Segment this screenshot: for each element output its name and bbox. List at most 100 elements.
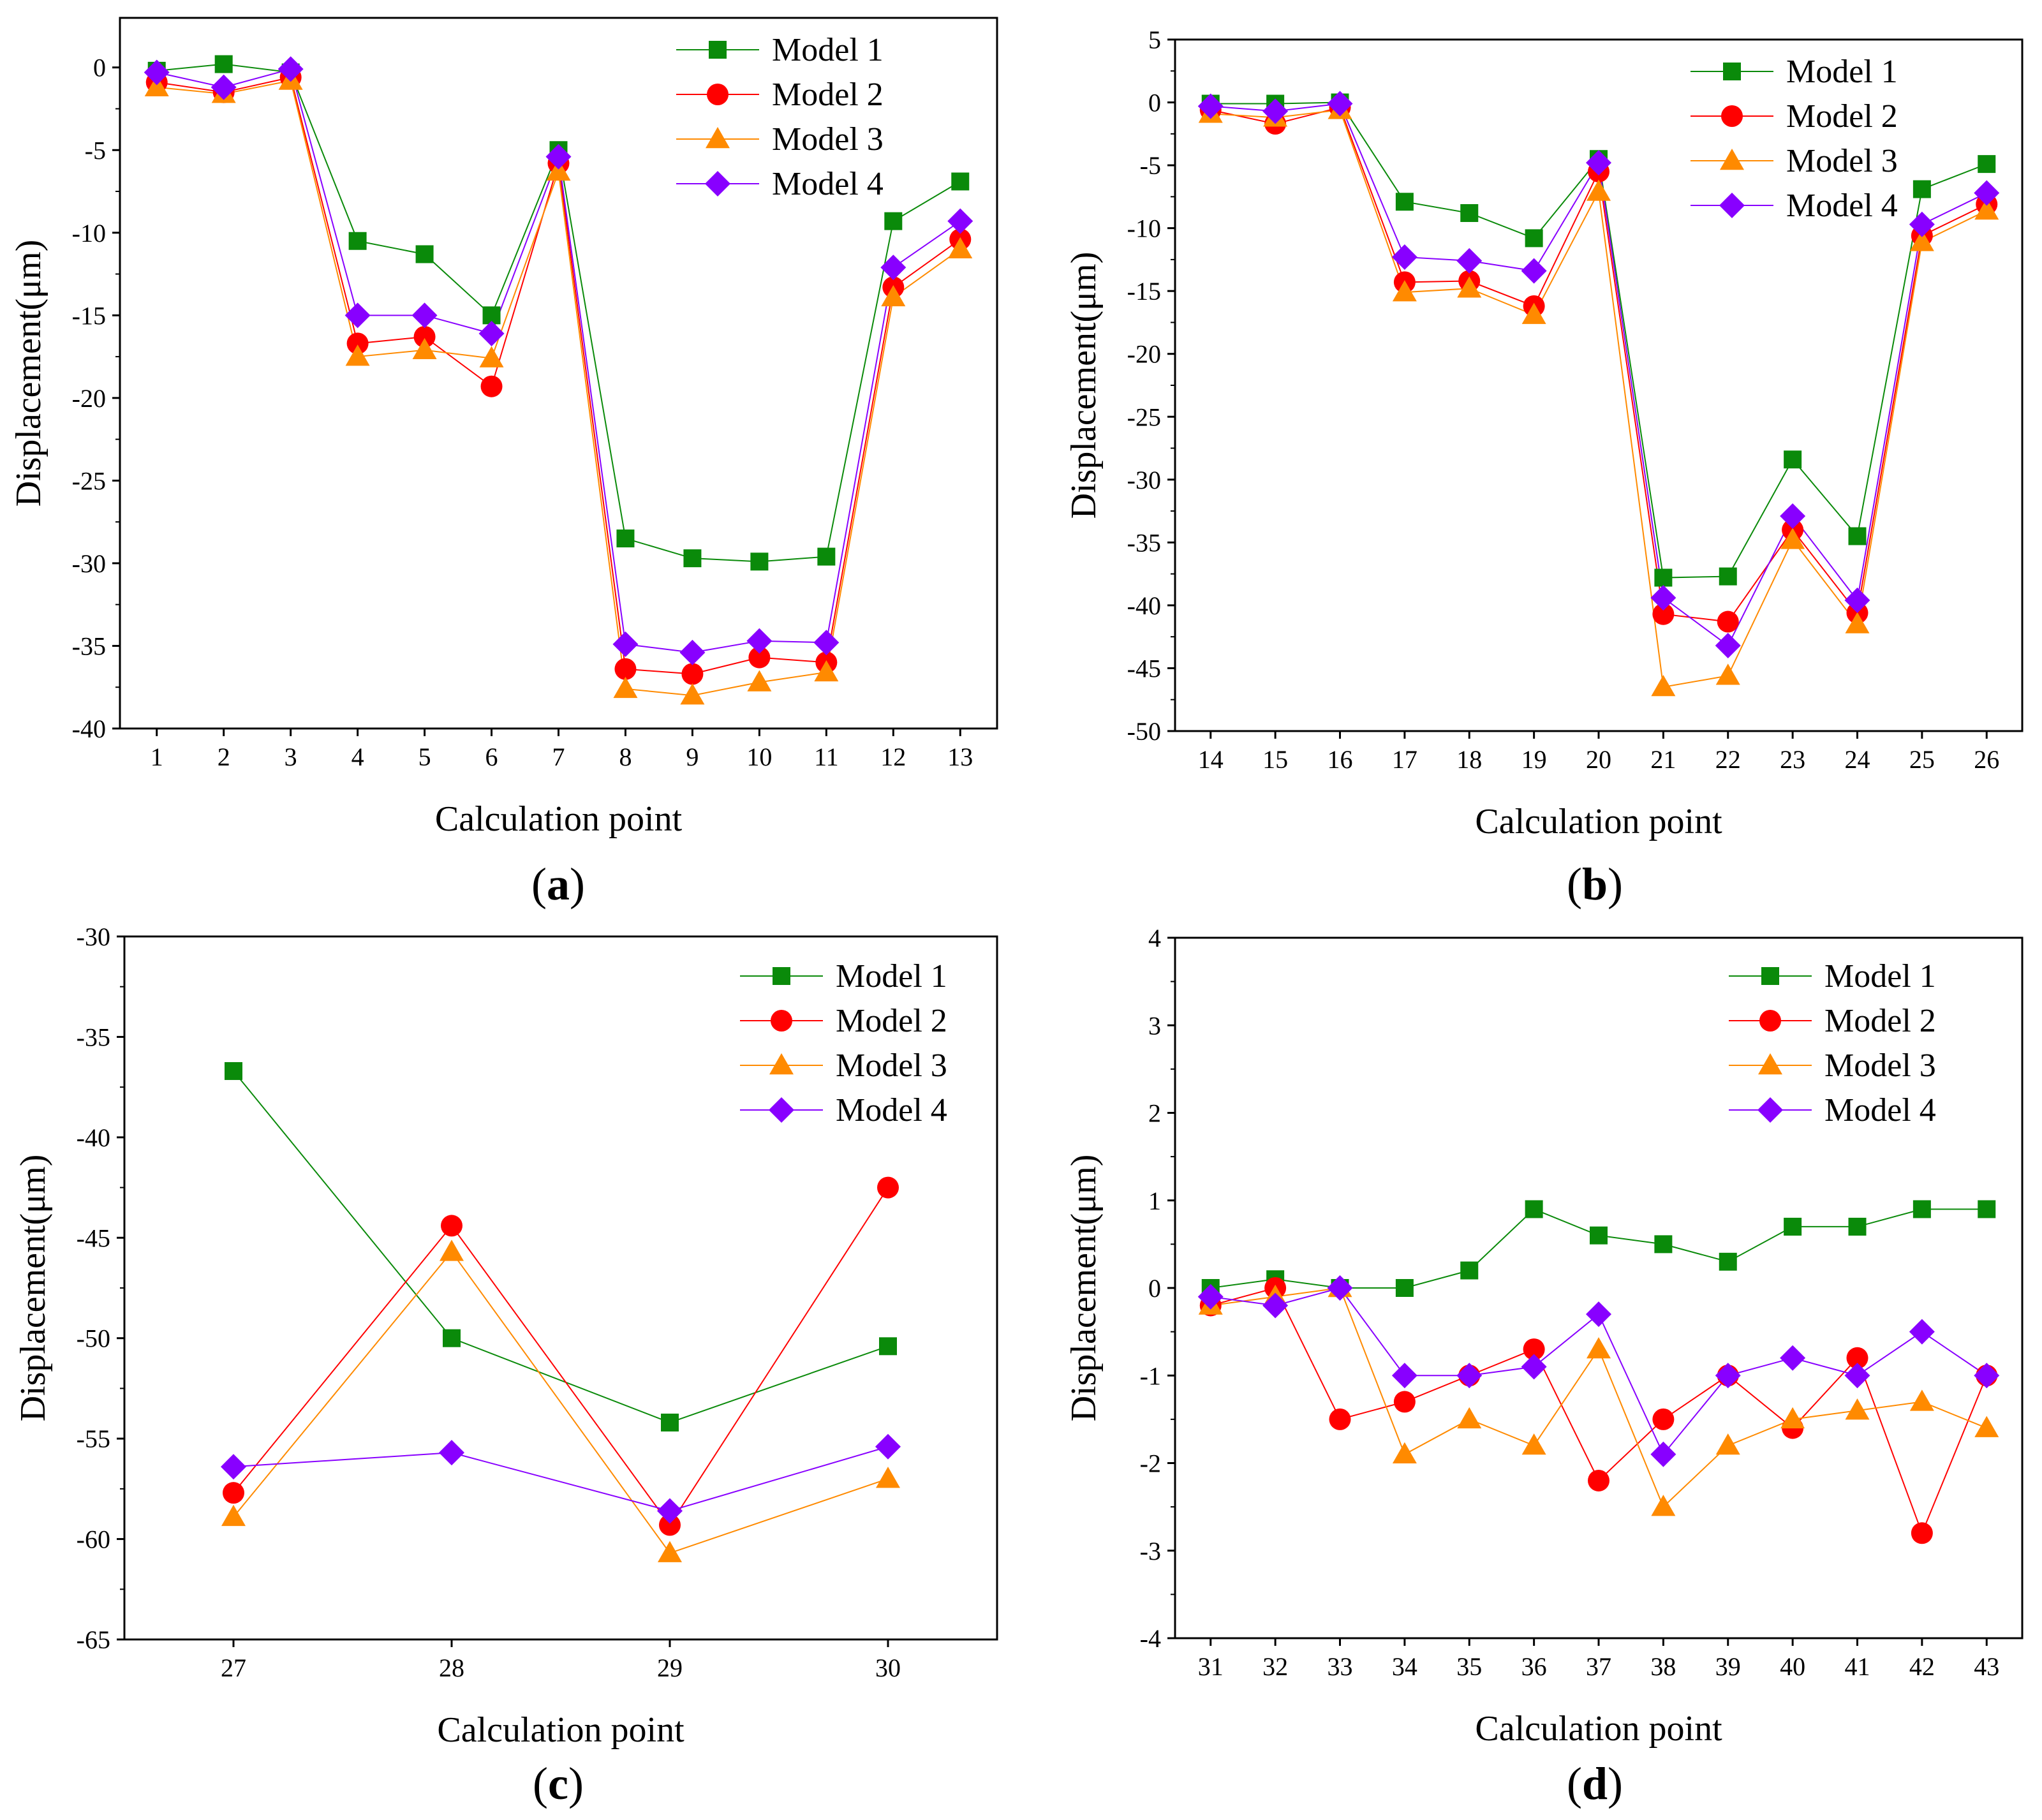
- data-point-model-2: [413, 326, 436, 348]
- data-point-model-1: [1395, 1279, 1414, 1297]
- x-tick-label: 20: [1586, 745, 1611, 774]
- y-tick-label: -55: [77, 1424, 110, 1453]
- data-point-model-1: [1719, 1252, 1737, 1271]
- data-point-model-3: [1587, 179, 1611, 201]
- data-point-model-1: [415, 245, 434, 263]
- x-tick-label: 31: [1198, 1652, 1224, 1681]
- data-point-model-1: [750, 552, 769, 571]
- x-tick-label: 8: [619, 743, 632, 771]
- data-point-model-3: [412, 337, 437, 359]
- data-point-model-4: [439, 1440, 464, 1466]
- y-tick-label: -10: [72, 219, 106, 248]
- data-point-model-2: [1329, 1408, 1351, 1430]
- x-tick-label: 1: [151, 743, 163, 771]
- data-point-model-4: [1715, 632, 1741, 658]
- data-point-model-4: [221, 1454, 246, 1480]
- data-point-model-1: [1978, 1200, 1996, 1218]
- data-point-model-4: [1715, 1363, 1741, 1389]
- legend-label: Model 2: [772, 77, 884, 113]
- data-point-model-4: [211, 74, 237, 100]
- data-point-model-1: [1460, 1261, 1479, 1280]
- data-point-model-2: [480, 375, 503, 397]
- y-tick-label: -5: [1140, 151, 1161, 180]
- y-tick-label: -10: [1127, 214, 1161, 243]
- x-tick-label: 43: [1974, 1652, 1999, 1681]
- data-point-model-3: [1780, 1407, 1805, 1429]
- x-tick-label: 28: [439, 1654, 464, 1682]
- x-tick-label: 7: [552, 743, 565, 771]
- data-point-model-4: [1586, 150, 1611, 176]
- y-tick-label: -15: [72, 301, 106, 330]
- x-tick-label: 32: [1262, 1652, 1288, 1681]
- data-point-model-4: [1197, 1284, 1224, 1310]
- data-point-model-4: [1521, 1354, 1547, 1380]
- data-point-model-2: [1523, 1338, 1545, 1361]
- legend-marker-model-3: [1720, 149, 1744, 170]
- data-point-model-1: [225, 1062, 242, 1080]
- panel-label: (d): [1567, 1758, 1623, 1809]
- x-tick-label: 12: [880, 743, 906, 771]
- y-tick-label: 5: [1148, 26, 1161, 54]
- data-point-model-4: [1780, 503, 1806, 529]
- data-point-model-4: [1844, 588, 1870, 614]
- data-point-model-4: [1197, 93, 1224, 119]
- data-point-model-4: [746, 628, 773, 654]
- data-point-model-3: [658, 1541, 682, 1562]
- x-tick-label: 39: [1715, 1652, 1741, 1681]
- data-point-model-3: [948, 237, 973, 258]
- x-tick-label: 9: [686, 743, 699, 771]
- data-point-model-3: [440, 1239, 464, 1261]
- data-point-model-1: [1784, 450, 1802, 469]
- chart-panel-a: 0-5-10-15-20-25-30-35-401 2 3 4 5 6 7 8 9 10 11 12 1…: [9, 17, 998, 910]
- data-point-model-4: [1262, 1292, 1289, 1319]
- data-point-model-2: [748, 646, 771, 669]
- data-point-model-3: [546, 159, 571, 181]
- y-tick-label: 0: [1148, 1274, 1161, 1303]
- data-point-model-1: [616, 529, 635, 548]
- y-axis-label: Displacement(μm): [9, 240, 48, 507]
- data-point-model-2: [1911, 1522, 1933, 1544]
- data-point-model-3: [1521, 1433, 1546, 1455]
- x-tick-label: 24: [1844, 745, 1870, 774]
- data-point-model-4: [344, 302, 371, 329]
- y-tick-label: -4: [1140, 1624, 1161, 1653]
- x-tick-label: 14: [1198, 745, 1224, 774]
- data-point-model-4: [679, 639, 706, 665]
- data-point-model-3: [1392, 1442, 1417, 1464]
- data-point-model-3: [1651, 675, 1676, 697]
- data-point-model-4: [1456, 1363, 1483, 1389]
- y-tick-label: -5: [85, 136, 106, 165]
- x-axis-label: Calculation point: [435, 799, 683, 839]
- data-point-model-4: [144, 59, 170, 85]
- series-line-3: [233, 1250, 889, 1554]
- data-point-model-3: [1715, 1433, 1740, 1455]
- chart-panel-b: 5 0 -5 -10 -15 -20 -25 -30 -35 -40 -45 -50 14 15 16 17 1…: [1064, 26, 2024, 910]
- data-point-model-1: [348, 232, 367, 250]
- data-point-model-1: [1848, 527, 1867, 545]
- x-tick-label: 36: [1521, 1652, 1547, 1681]
- data-point-model-3: [221, 1504, 246, 1527]
- legend-label: Model 3: [1824, 1047, 1936, 1084]
- data-point-model-2: [1588, 1469, 1609, 1491]
- y-tick-label: -20: [72, 384, 106, 413]
- data-point-model-4: [1391, 1363, 1417, 1389]
- data-point-model-3: [1587, 1337, 1611, 1359]
- x-tick-label: 26: [1974, 745, 1999, 774]
- data-point-model-3: [1457, 276, 1482, 298]
- data-point-model-4: [1327, 91, 1353, 117]
- data-point-model-3: [680, 683, 705, 705]
- x-tick-label: 13: [947, 743, 973, 771]
- data-point-model-4: [1521, 258, 1547, 284]
- data-point-model-3: [1392, 280, 1417, 302]
- data-point-model-4: [657, 1498, 683, 1524]
- x-tick-label: 34: [1392, 1652, 1417, 1681]
- legend-label: Model 3: [1786, 143, 1898, 179]
- data-point-model-1: [1460, 203, 1479, 222]
- data-point-model-3: [1780, 528, 1805, 549]
- data-point-model-4: [411, 302, 438, 329]
- data-point-model-1: [817, 547, 836, 566]
- y-tick-label: -45: [1127, 654, 1161, 683]
- y-tick-label: 2: [1148, 1099, 1161, 1128]
- y-tick-label: -45: [77, 1224, 110, 1252]
- y-tick-label: -25: [72, 466, 106, 495]
